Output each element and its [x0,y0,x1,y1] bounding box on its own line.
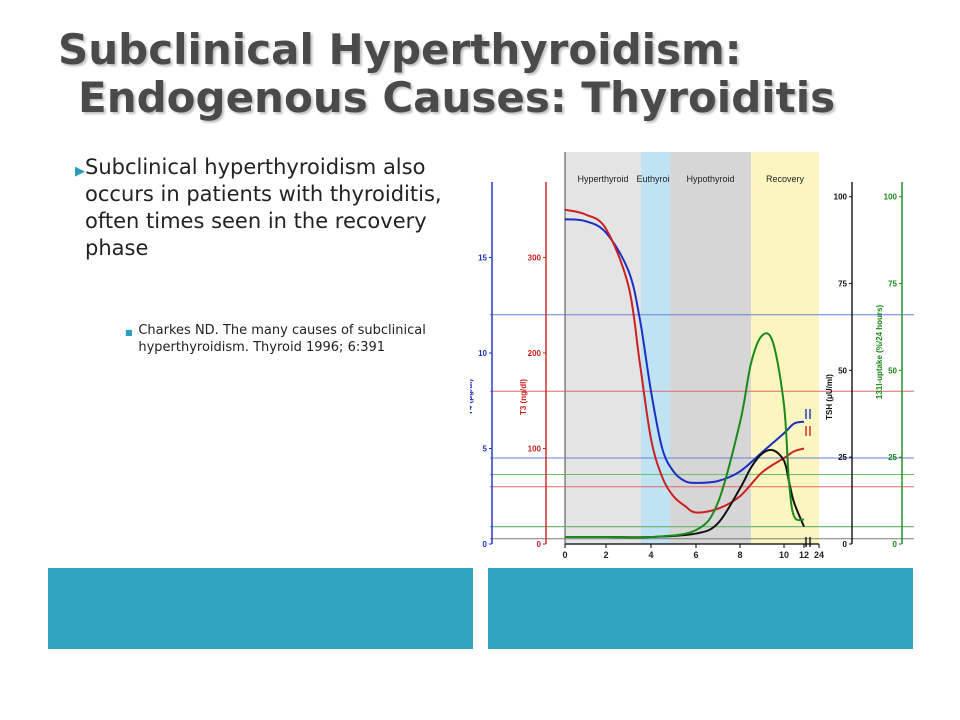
x-tick-label: 24 [814,550,824,560]
axis-tick-label-t3: 0 [537,540,542,549]
bullet-list: ▶ Subclinical hyperthyroidism also occur… [75,154,465,356]
axis-title-t4: T4 (μg/dl) [470,379,474,415]
bullet-main: ▶ Subclinical hyperthyroidism also occur… [75,154,465,262]
series-line-t3 [564,208,805,514]
x-tick-label: 10 [779,550,789,560]
x-tick-label: 2 [603,550,608,560]
axis-tick-label-upt: 50 [888,366,897,375]
axis-tick-label-tsh: 0 [843,540,848,549]
thyroiditis-phase-chart: Hyperthyroid Euthyroid Hypothyroid Recovery… [470,152,914,560]
axis-tick-label-t3: 300 [528,254,542,263]
title-line-2: Endogenous Causes: Thyroiditis [78,73,836,122]
bullet-main-text: Subclinical hyperthyroidism also occurs … [85,155,442,260]
bullet-square-icon: ■ [125,328,133,337]
axis-tick-label-tsh: 100 [834,193,848,202]
phase-band-1 [641,152,670,544]
bullet-reference-text: Charkes ND. The many causes of subclinic… [138,323,426,355]
phase-label: Recovery [766,174,805,184]
phase-band-0 [565,152,641,544]
axis-tick-label-t4: 10 [478,349,487,358]
axis-title-upt: 131I-uptake (%/24 hours) [875,305,884,400]
x-tick-label: 0 [562,550,567,560]
accent-block-right [488,568,913,649]
bullet-arrow-icon: ▶ [75,164,85,179]
axis-title-t3: T3 (ng/dl) [519,379,528,415]
axis-tick-label-tsh: 50 [838,366,847,375]
phase-label: Hyperthyroid [577,174,628,184]
bullet-reference: ■ Charkes ND. The many causes of subclin… [125,322,465,356]
axis-tick-label-tsh: 25 [838,453,847,462]
axis-tick-label-upt: 25 [888,453,897,462]
axis-tick-label-t4: 15 [478,254,487,263]
axis-tick-label-t4: 0 [483,540,488,549]
slide-title: Subclinical Hyperthyroidism: Endogenous … [58,26,938,122]
phase-label: Hypothyroid [686,174,734,184]
axis-tick-label-upt: 0 [893,540,898,549]
axis-tick-label-tsh: 75 [838,280,847,289]
axis-tick-label-t3: 100 [528,445,542,454]
series-line-t4 [564,218,805,484]
title-line-1: Subclinical Hyperthyroidism: [58,25,742,74]
phase-band-2 [670,152,751,544]
accent-block-left [48,568,473,649]
phase-label: Euthyroid [636,174,674,184]
x-tick-label: 6 [693,550,698,560]
axis-tick-label-t4: 5 [483,445,488,454]
axis-tick-label-t3: 200 [528,349,542,358]
x-tick-label: 8 [737,550,742,560]
x-tick-label: 4 [648,550,653,560]
axis-tick-label-upt: 75 [888,280,897,289]
series-line-upt [564,332,805,539]
axis-title-tsh: TSH (μU/ml) [825,374,834,420]
phase-band-3 [751,152,819,544]
axis-tick-label-upt: 100 [884,193,898,202]
x-tick-label: 12 [799,550,809,560]
